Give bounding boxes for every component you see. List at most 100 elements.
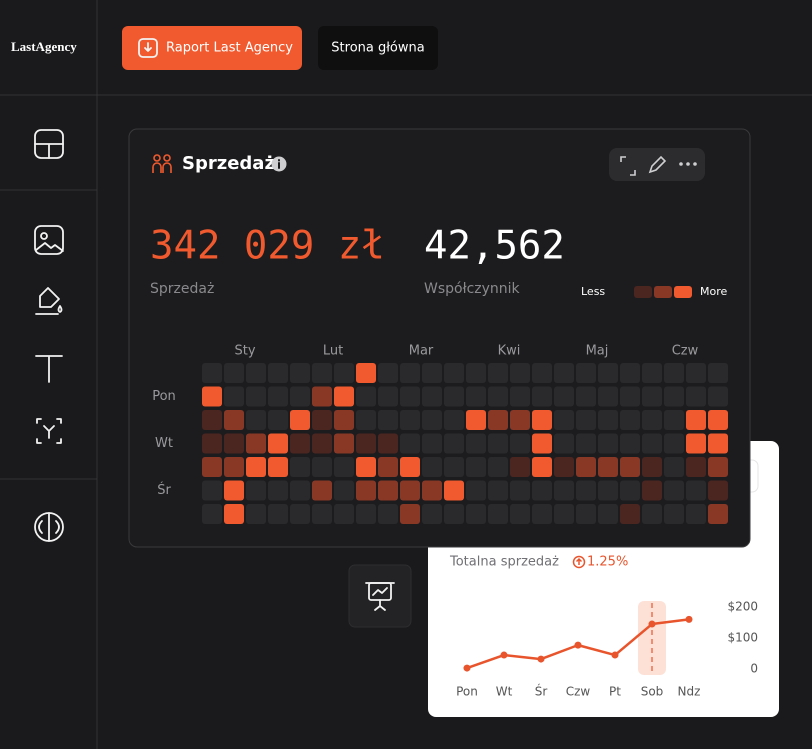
- heat-cell: [290, 433, 310, 454]
- legend-swatch: [654, 286, 672, 298]
- heat-cell: [532, 457, 552, 477]
- heat-cell: [576, 457, 596, 477]
- heat-cell: [290, 386, 310, 407]
- edit-icon[interactable]: [648, 155, 667, 174]
- heat-cell: [466, 480, 486, 501]
- heat-cell: [224, 363, 244, 383]
- heat-cell: [510, 480, 530, 501]
- heat-cell: [576, 504, 596, 524]
- heat-cell: [576, 480, 596, 501]
- heat-cell: [642, 386, 662, 407]
- heat-cell: [290, 457, 310, 477]
- up-arrow: [575, 557, 583, 565]
- heat-cell: [708, 363, 728, 383]
- globe-icon[interactable]: [34, 512, 64, 542]
- heat-cell: [312, 433, 332, 454]
- heat-cell: [400, 480, 420, 501]
- legend-low: Less: [581, 285, 605, 298]
- text-icon[interactable]: [35, 355, 63, 383]
- sales-point: [537, 655, 545, 663]
- report-button[interactable]: Raport Last Agency: [122, 26, 302, 70]
- heat-cell: [334, 504, 354, 524]
- heat-cell: [334, 433, 354, 454]
- sales-change: 1.25%: [587, 555, 628, 570]
- heat-cell: [620, 410, 640, 430]
- heat-cell: [224, 386, 244, 407]
- metric-label: Sprzedaż: [150, 281, 214, 297]
- heat-cell: [708, 386, 728, 407]
- heat-cell: [224, 480, 244, 501]
- present-button[interactable]: [348, 564, 412, 628]
- heat-cell: [686, 386, 706, 407]
- heat-cell: [598, 363, 618, 383]
- heat-cell: [356, 363, 376, 383]
- metric-value: 342 029 zł: [150, 224, 385, 269]
- heat-cell: [268, 363, 288, 383]
- heat-cell: [466, 457, 486, 477]
- metric-label: Współczynnik: [424, 281, 521, 297]
- heat-cell: [246, 457, 266, 477]
- heat-cell: [202, 386, 222, 407]
- heat-cell: [268, 480, 288, 501]
- heat-cell: [642, 480, 662, 501]
- heat-cell: [532, 480, 552, 501]
- heat-cell: [686, 433, 706, 454]
- heat-cell: [444, 386, 464, 407]
- heat-cell: [620, 433, 640, 454]
- metric-value: 42,562: [424, 224, 565, 269]
- heat-cell: [422, 363, 442, 383]
- month-label: Sty: [234, 344, 255, 359]
- people-icon: [152, 154, 172, 173]
- heat-cell: [664, 433, 684, 454]
- heat-cell: [466, 363, 486, 383]
- sales-point: [500, 651, 508, 659]
- heat-cell: [400, 363, 420, 383]
- heat-cell: [312, 480, 332, 501]
- heat-cell: [488, 386, 508, 407]
- heat-cell: [686, 457, 706, 477]
- heat-cell: [312, 504, 332, 524]
- sidebar-icons: [34, 129, 64, 542]
- heat-cell: [224, 410, 244, 430]
- more-icon[interactable]: [679, 162, 697, 166]
- heatmap: Sty Lut Mar Kwi Maj Czw Pon Wt Śr: [152, 286, 728, 524]
- heat-cell: [532, 363, 552, 383]
- image-icon[interactable]: [34, 225, 64, 255]
- heat-cell: [620, 480, 640, 501]
- heat-cell: [488, 457, 508, 477]
- download-arrow: [144, 42, 152, 52]
- heat-cell: [576, 363, 596, 383]
- y-tick-label: $100: [727, 631, 758, 645]
- x-tick-label: Pon: [456, 685, 478, 699]
- select-icon[interactable]: [36, 418, 62, 444]
- heat-cell: [554, 386, 574, 407]
- button-label: Strona główna: [331, 41, 424, 56]
- heat-cell: [510, 457, 530, 477]
- sales-point: [648, 620, 656, 628]
- heat-cell: [290, 363, 310, 383]
- heat-cell: [620, 363, 640, 383]
- highlight-band: [638, 601, 666, 675]
- heat-cell: [444, 457, 464, 477]
- heat-cell: [378, 386, 398, 407]
- heat-cell: [268, 410, 288, 430]
- heat-cell: [356, 433, 376, 454]
- heat-cell: [312, 457, 332, 477]
- heat-cell: [554, 504, 574, 524]
- home-button[interactable]: Strona główna: [318, 26, 438, 70]
- heat-cell: [444, 433, 464, 454]
- fill-icon[interactable]: [35, 287, 63, 315]
- sales-point: [611, 651, 619, 659]
- heat-cell: [686, 410, 706, 430]
- heat-cell: [686, 504, 706, 524]
- heat-cell: [620, 457, 640, 477]
- layout-icon[interactable]: [34, 129, 64, 159]
- heat-cell: [422, 480, 442, 501]
- sales-title: Totalna sprzedaż: [449, 555, 559, 570]
- heat-cell: [334, 457, 354, 477]
- heat-cell: [202, 504, 222, 524]
- heat-cell: [400, 386, 420, 407]
- heat-cell: [312, 386, 332, 407]
- heat-cell: [664, 457, 684, 477]
- expand-icon[interactable]: [620, 156, 636, 176]
